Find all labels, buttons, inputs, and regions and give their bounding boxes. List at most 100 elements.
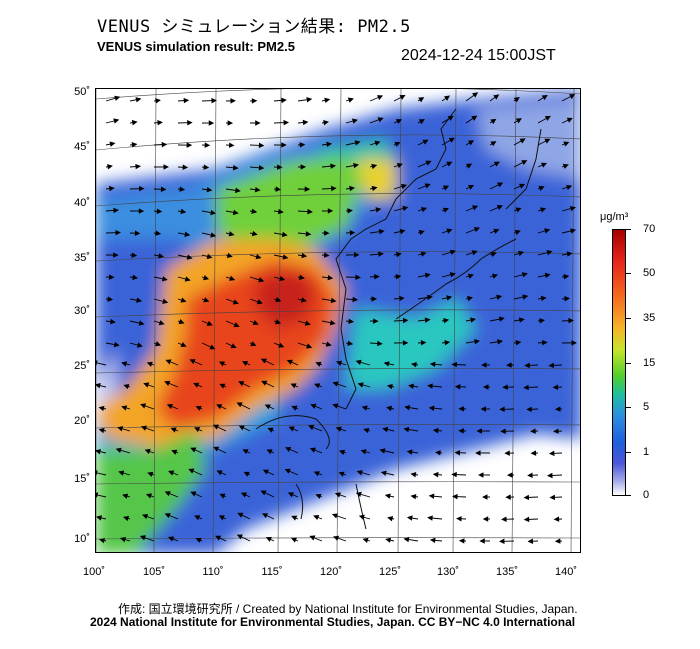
wind-arrow-head	[284, 468, 291, 474]
wind-arrow-head	[549, 494, 556, 501]
wind-arrow-head	[524, 362, 530, 369]
wind-arrow-head	[279, 275, 286, 282]
wind-arrow-head	[468, 184, 475, 190]
wind-arrow-head	[544, 272, 551, 279]
wind-arrow-head	[327, 208, 334, 214]
wind-arrow-head	[326, 141, 332, 148]
wind-arrow-head	[258, 165, 265, 171]
wind-arrow-head	[504, 450, 510, 456]
wind-arrow-head	[162, 298, 169, 304]
colorbar-label-50: 50	[643, 267, 656, 279]
wind-arrow-head	[569, 206, 576, 212]
wind-arrow-head	[554, 538, 561, 544]
wind-arrow-head	[355, 491, 362, 498]
lat-label-40: 40˚	[74, 197, 90, 209]
wind-arrow-head	[427, 515, 433, 521]
wind-arrow-head	[160, 186, 167, 193]
wind-arrow-head	[523, 384, 529, 391]
wind-arrow-head	[267, 427, 274, 433]
wind-arrow-head	[113, 341, 120, 348]
wind-arrow-head	[134, 230, 141, 236]
wind-arrow-head	[180, 342, 187, 348]
wind-arrow-head	[96, 383, 101, 389]
wind-arrow-head	[313, 514, 320, 521]
wind-arrow-head	[262, 513, 269, 519]
wind-arrow-head	[188, 468, 195, 474]
wind-arrow-head	[282, 254, 289, 260]
lon-label-115: 115˚	[261, 566, 283, 578]
lat-label-25: 25˚	[74, 360, 90, 372]
lat-label-45: 45˚	[74, 141, 90, 153]
wind-arrow-head	[387, 515, 394, 522]
wind-arrow-head	[538, 185, 545, 191]
wind-arrow-head	[193, 382, 200, 388]
wind-arrow-head	[96, 470, 98, 476]
concentration-field	[96, 89, 580, 552]
wind-arrow-head	[138, 208, 145, 214]
wind-arrow-head	[291, 405, 298, 411]
wind-arrow-head	[482, 494, 488, 500]
wind-arrow	[96, 494, 107, 498]
wind-arrow-head	[114, 95, 121, 101]
wind-arrow-head	[522, 294, 529, 300]
wind-arrow-head	[456, 516, 462, 522]
wind-arrow-head	[403, 426, 410, 433]
wind-arrow-head	[479, 538, 485, 544]
wind-arrow-head	[497, 182, 504, 188]
wind-arrow-head	[235, 187, 241, 194]
wind-arrow-head	[158, 320, 165, 326]
wind-arrow-head	[108, 185, 115, 192]
wind-arrow-head	[195, 405, 202, 411]
wind-arrow-head	[287, 492, 294, 498]
lon-label-130: 130˚	[436, 566, 460, 578]
wind-arrow-head	[336, 360, 343, 366]
wind-arrow-head	[569, 94, 576, 100]
wind-arrow-head	[256, 299, 263, 305]
wind-arrow-head	[353, 162, 360, 169]
wind-arrow-head	[499, 406, 505, 412]
wind-arrow-head	[204, 142, 211, 148]
wind-arrow-head	[527, 472, 533, 478]
wind-arrow-head	[458, 406, 465, 412]
wind-arrow-head	[226, 252, 233, 259]
wind-arrow-head	[203, 274, 210, 281]
wind-arrow-head	[216, 470, 223, 476]
wind-arrow-head	[309, 447, 316, 453]
wind-arrow-head	[308, 424, 315, 430]
wind-arrow-head	[155, 230, 162, 236]
wind-arrow-head	[168, 470, 175, 476]
wind-arrow-head	[354, 140, 361, 146]
wind-arrow-head	[194, 427, 201, 433]
wind-arrow-head	[518, 317, 525, 323]
wind-arrow-head	[402, 340, 409, 346]
wind-arrow-head	[332, 403, 339, 409]
wind-arrow-head	[324, 230, 330, 236]
wind-arrow-head	[446, 161, 453, 167]
wind-arrow-head	[155, 98, 161, 104]
wind-arrow-head	[219, 493, 226, 499]
wind-arrow-head	[428, 405, 435, 411]
wind-arrow-head	[540, 162, 548, 168]
wind-arrow-head	[406, 515, 413, 521]
wind-arrow-head	[349, 185, 355, 192]
colorbar-tick-mark	[626, 495, 631, 496]
coastlines	[255, 108, 542, 530]
wind-arrow-head	[432, 427, 439, 434]
wind-arrow-head	[323, 252, 330, 258]
wind-arrow-head	[335, 426, 342, 432]
wind-arrow-head	[238, 425, 245, 431]
wind-arrow-head	[379, 448, 386, 454]
wind-arrow-head	[383, 361, 390, 367]
wind-arrow-head	[505, 494, 511, 500]
wind-arrow-head	[288, 426, 295, 432]
wind-arrow-head	[546, 249, 553, 256]
wind-arrow-head	[219, 383, 226, 389]
wind-arrow-head	[490, 141, 497, 147]
wind-arrow-head	[121, 361, 128, 367]
wind-arrow-head	[121, 405, 128, 411]
wind-arrow-head	[374, 140, 381, 146]
wind-arrow-head	[544, 115, 551, 121]
wind-arrow-head	[251, 208, 258, 215]
wind-arrow-head	[458, 428, 464, 434]
wind-arrow-head	[278, 208, 284, 215]
